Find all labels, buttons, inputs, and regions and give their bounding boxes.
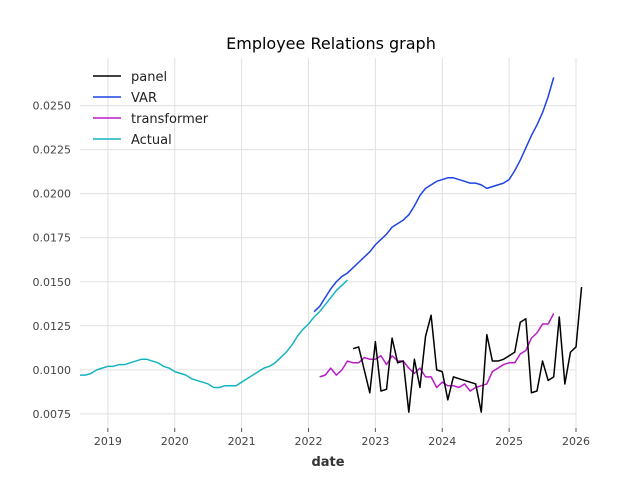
x-tick-label: 2019 (94, 435, 122, 448)
y-tick-label: 0.0075 (33, 408, 72, 421)
y-tick-label: 0.0150 (33, 276, 72, 289)
y-tick-label: 0.0200 (33, 188, 72, 201)
series-line-panel (352, 286, 583, 413)
x-tick-label: 2024 (428, 435, 456, 448)
x-tick-label: 2021 (228, 435, 256, 448)
x-tick-label: 2026 (562, 435, 590, 448)
series-line-transformer (319, 313, 555, 392)
series-lines (80, 77, 583, 413)
x-tick-label: 2025 (495, 435, 523, 448)
grid (80, 58, 577, 428)
y-tick-label: 0.0175 (33, 232, 72, 245)
y-tick-label: 0.0125 (33, 320, 72, 333)
y-tick-label: 0.0250 (33, 100, 72, 113)
y-tick-label: 0.0100 (33, 364, 72, 377)
chart-title: Employee Relations graph (226, 34, 436, 53)
y-axis-ticks: 0.0075 0.0100 0.0125 0.0150 0.0175 0.0200 0.02… (33, 100, 72, 421)
legend-label-panel: panel (131, 70, 167, 85)
legend-label-transformer: transformer (131, 112, 209, 127)
legend-label-var: VAR (131, 91, 157, 106)
series-line-actual (80, 279, 349, 389)
x-axis-label: date (311, 455, 344, 470)
x-axis-ticks: 2019 2020 2021 2022 2023 2024 2025 2026 (94, 428, 590, 448)
legend-label-actual: Actual (131, 133, 172, 148)
x-tick-label: 2023 (361, 435, 389, 448)
y-tick-label: 0.0225 (33, 144, 72, 157)
legend: panel VAR transformer Actual (93, 70, 209, 148)
series-line-var (313, 77, 555, 313)
x-tick-label: 2020 (161, 435, 189, 448)
x-tick-label: 2022 (294, 435, 322, 448)
